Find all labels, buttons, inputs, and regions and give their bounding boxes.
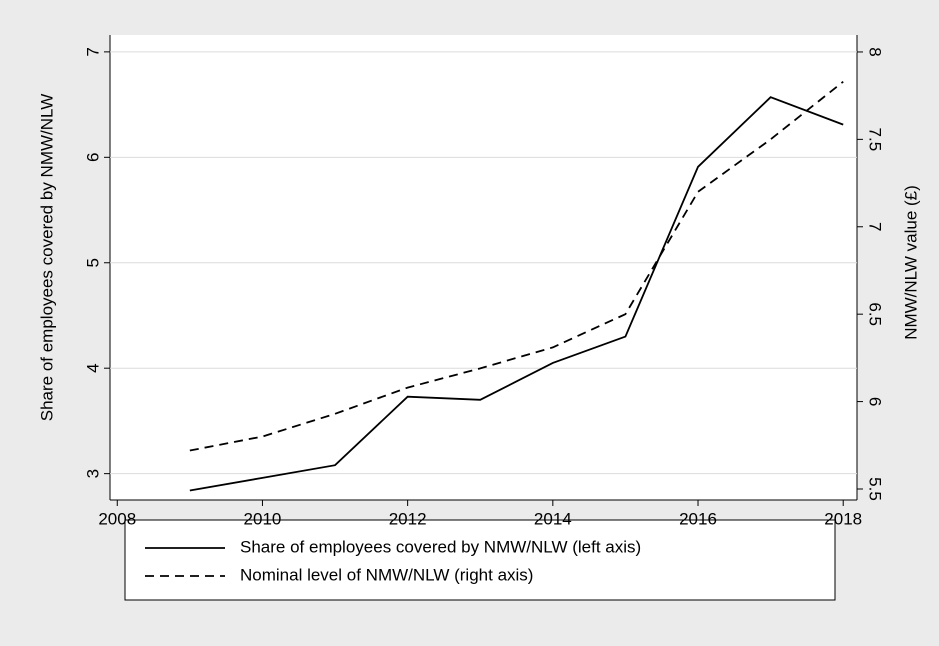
y2-tick-label: 7.5	[866, 128, 885, 152]
y2-tick-label: 7	[866, 222, 885, 231]
x-tick-label: 2018	[824, 509, 862, 528]
x-tick-label: 2010	[244, 509, 282, 528]
series-line	[189, 80, 844, 452]
y-tick-label: 4	[83, 363, 102, 372]
x-tick-label: 2014	[534, 509, 572, 528]
y-axis-title: Share of employees covered by NMW/NLW	[37, 94, 56, 422]
y-tick-label: 6	[83, 153, 102, 162]
plot-area	[110, 35, 857, 500]
x-tick-label: 2016	[679, 509, 717, 528]
x-tick-label: 2012	[389, 509, 427, 528]
y2-tick-label: 8	[866, 47, 885, 56]
y2-tick-label: 5.5	[866, 477, 885, 501]
legend-label: Nominal level of NMW/NLW (right axis)	[240, 565, 533, 584]
y-tick-label: 7	[83, 47, 102, 56]
x-tick-label: 2008	[98, 509, 136, 528]
y2-axis-title: NMW/NLW value (£)	[901, 185, 920, 340]
legend-label: Share of employees covered by NMW/NLW (l…	[240, 537, 641, 556]
series-line	[189, 96, 844, 492]
y-tick-label: 3	[83, 469, 102, 478]
legend	[124, 519, 836, 601]
y-tick-label: 5	[83, 258, 102, 267]
y2-tick-label: 6.5	[866, 302, 885, 326]
y2-tick-label: 6	[866, 397, 885, 406]
